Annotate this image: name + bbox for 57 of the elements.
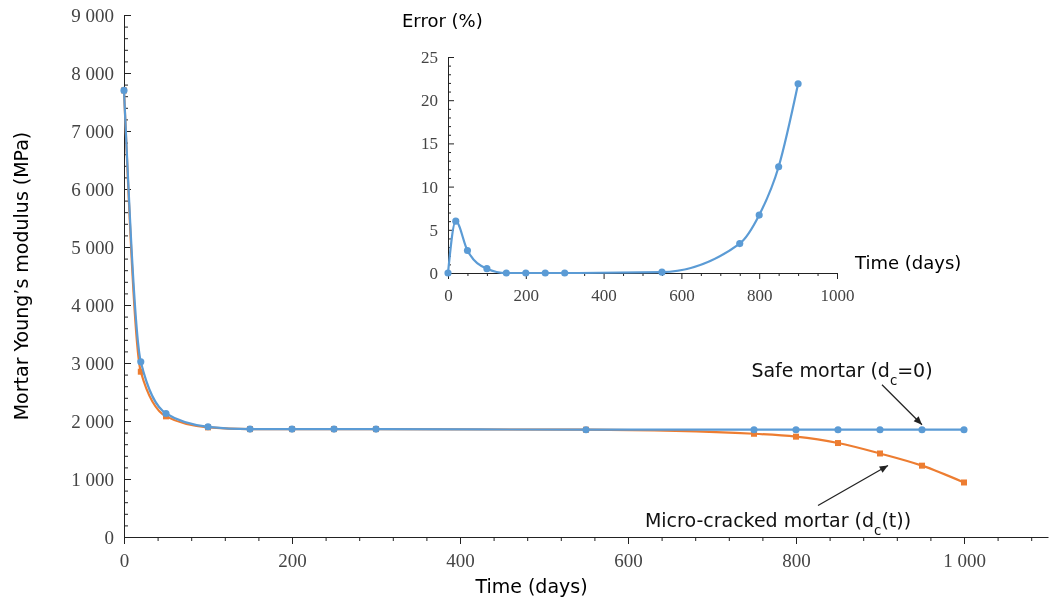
text: Safe mortar (d$_{c}$=0) — [751, 358, 933, 388]
text: Micro-cracked mortar (d$_{c}$(t)) — [644, 509, 912, 538]
x-tick-label: 600 — [669, 285, 695, 305]
x-axis-title: Time (days) — [474, 575, 588, 597]
y-tick-label: 9 000 — [71, 4, 114, 26]
y-tick-label: 15 — [421, 134, 438, 154]
point — [541, 269, 549, 277]
point — [834, 426, 842, 434]
y-tick-label: 1 000 — [71, 468, 114, 490]
point — [961, 479, 967, 486]
point — [483, 265, 491, 273]
point — [162, 409, 170, 418]
y-tick-label: 8 000 — [71, 62, 114, 84]
x-tick-label: 0 — [444, 285, 453, 305]
y-tick-label: 20 — [421, 91, 438, 111]
y-tick-label: 0 — [104, 526, 114, 548]
x-tick-label: 0 — [119, 549, 130, 571]
y-axis-title: Error (%) — [402, 10, 483, 31]
y-tick-label: 25 — [421, 47, 438, 67]
point — [463, 246, 472, 255]
x-tick-label: 600 — [614, 549, 643, 571]
point — [877, 450, 883, 457]
point — [750, 426, 758, 434]
point — [775, 163, 783, 171]
x-tick-label: 1 000 — [943, 549, 986, 571]
point — [835, 440, 841, 447]
point — [137, 358, 145, 366]
point — [793, 433, 799, 440]
point — [960, 426, 968, 434]
y-tick-label: 10 — [421, 177, 438, 197]
point — [452, 217, 460, 225]
point — [919, 462, 925, 469]
x-tick-label: 200 — [513, 285, 540, 305]
y-axis-title: Mortar Young’s modulus (MPa) — [10, 131, 32, 421]
y-tick-label: 0 — [429, 263, 438, 283]
y-tick-label: 5 — [429, 220, 438, 240]
y-tick-label: 7 000 — [71, 120, 114, 142]
point — [502, 269, 510, 277]
y-tick-label: 5 000 — [71, 236, 114, 258]
point — [658, 268, 666, 276]
point — [794, 80, 802, 88]
x-tick-label: 800 — [746, 285, 773, 305]
point — [918, 426, 926, 434]
point — [792, 426, 800, 434]
point — [876, 426, 884, 434]
x-tick-label: 400 — [446, 549, 475, 571]
point — [755, 211, 763, 219]
y-tick-label: 3 000 — [71, 352, 114, 374]
point — [736, 240, 744, 248]
y-tick-label: 6 000 — [71, 178, 114, 200]
y-tick-label: 4 000 — [71, 294, 114, 316]
x-axis-title: Time (days) — [854, 252, 962, 273]
x-tick-label: 800 — [782, 549, 811, 571]
x-tick-label: 200 — [278, 549, 307, 571]
y-tick-label: 2 000 — [71, 410, 114, 432]
x-tick-label: 400 — [591, 285, 617, 305]
x-tick-label: 1000 — [820, 285, 855, 305]
